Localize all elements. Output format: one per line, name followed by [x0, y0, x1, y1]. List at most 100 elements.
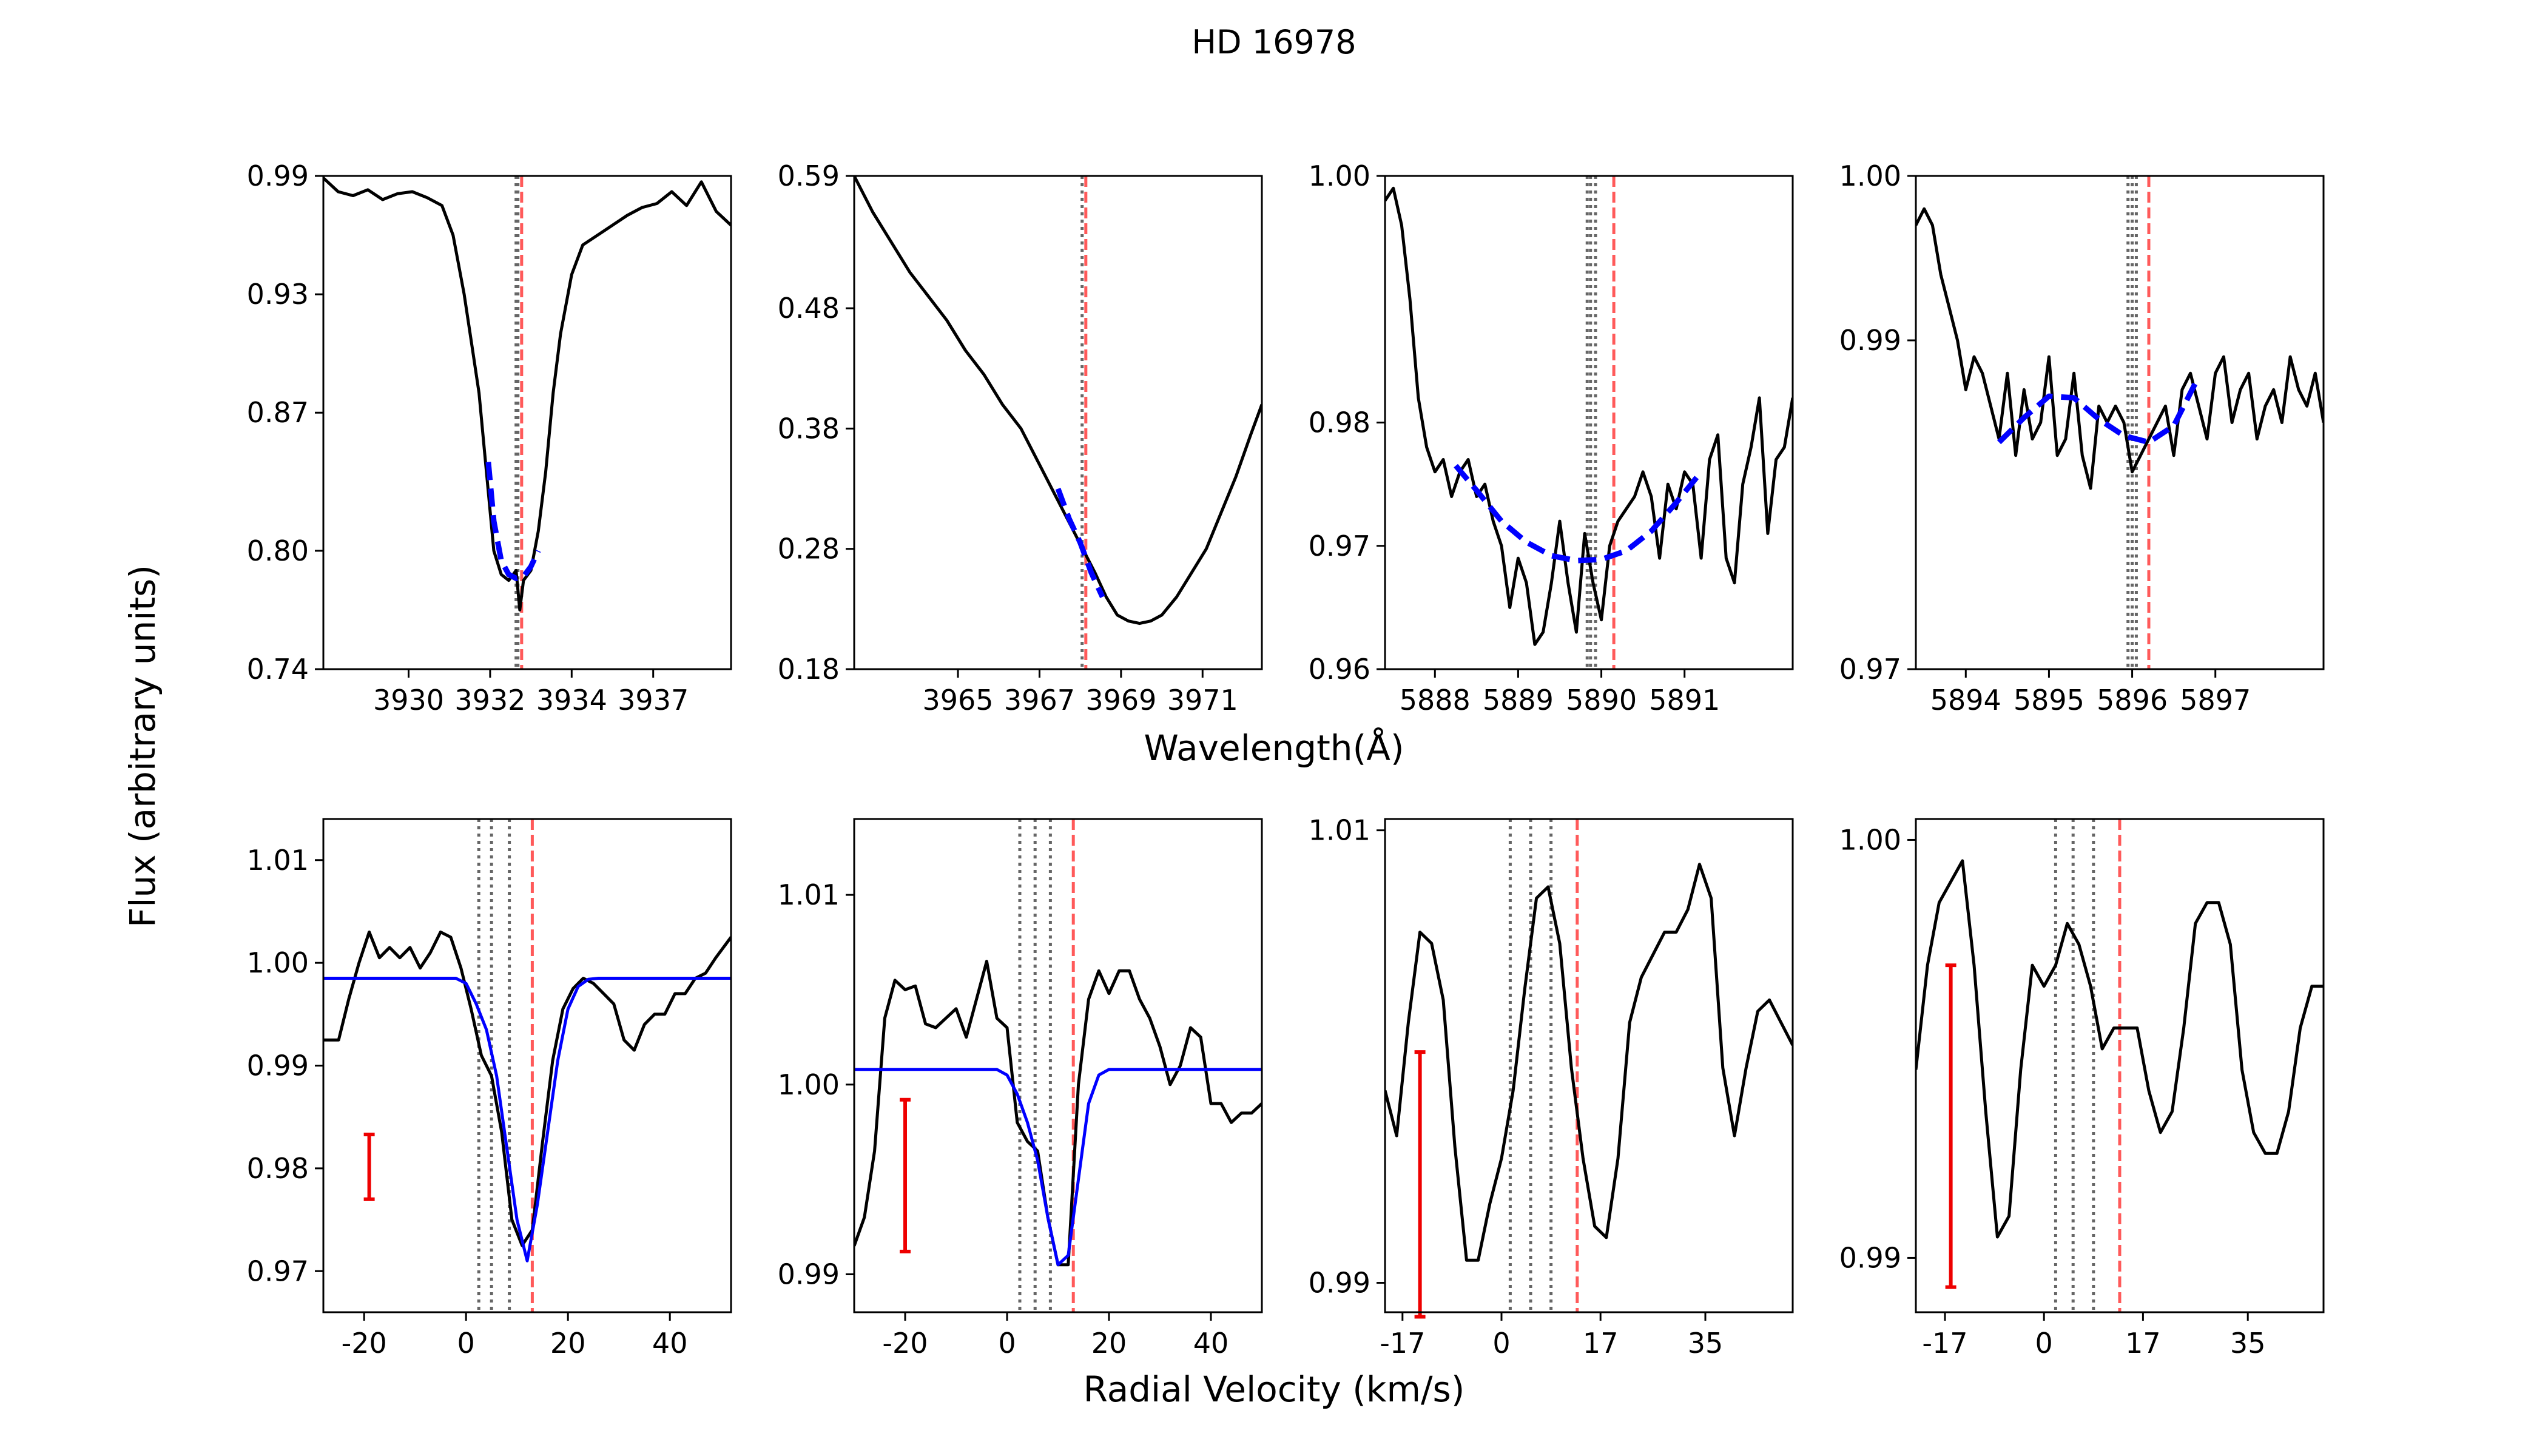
error-bar [1945, 963, 1956, 1289]
spectrum-line [1385, 863, 1793, 1262]
fit-line [854, 1068, 1262, 1267]
y-tick-label: 0.98 [247, 1152, 309, 1185]
y-tick-label: 0.97 [1839, 653, 1901, 686]
y-tick-label: 1.01 [247, 844, 309, 877]
axes-frame [1384, 818, 1794, 1313]
y-tick-label: 1.00 [1839, 160, 1901, 192]
error-bar [1414, 1050, 1426, 1319]
panel-3: 5888 5889 5890 5891 0.96 0.97 0.98 1.00 [1309, 160, 1794, 716]
x-tick-label: 5894 [1930, 684, 2001, 716]
spectrum-line [1916, 859, 2324, 1239]
y-tick-label: 1.00 [1839, 823, 1901, 856]
axes-frame [322, 175, 732, 670]
y-tick-label: 0.48 [778, 292, 840, 325]
axes-frame [853, 818, 1263, 1313]
y-tick-label: 0.99 [1309, 1267, 1370, 1299]
plot-area [1916, 819, 2324, 1312]
panel-7: -17 0 17 35 0.99 1.01 [1309, 814, 1794, 1360]
y-tick-label: 0.93 [247, 278, 309, 311]
plot-area [1385, 819, 1793, 1312]
x-tick-label: 35 [1688, 1327, 1724, 1360]
error-bar [900, 1097, 911, 1253]
y-tick-label: 0.98 [1309, 406, 1370, 439]
x-tick-label: 35 [2230, 1327, 2266, 1360]
plot-area [854, 819, 1262, 1312]
y-tick-label: 0.87 [247, 396, 309, 429]
y-tick-label: 0.99 [247, 1050, 309, 1082]
spectrum-line [323, 177, 731, 612]
error-bar [363, 1132, 375, 1201]
x-tick-label: 5896 [2097, 684, 2168, 716]
spectrum-line [854, 176, 1262, 625]
x-tick-label: 40 [652, 1327, 688, 1360]
x-tick-label: 3930 [373, 684, 444, 716]
y-tick-label: 0.80 [247, 534, 309, 567]
x-tick-label: 3965 [923, 684, 994, 716]
x-tick-label: 0 [2035, 1327, 2053, 1360]
x-tick-label: 3971 [1167, 684, 1238, 716]
y-axis-label: Flux (arbitrary units) [122, 565, 163, 928]
y-tick-label: 0.99 [778, 1258, 840, 1290]
panels: 3930 3932 3934 3937 0.74 0.80 0.87 0.93 0.99 3965… [247, 160, 2325, 1360]
y-tick-label: 0.97 [247, 1255, 309, 1287]
panel-6: -20 0 20 40 0.99 1.00 1.01 [778, 818, 1263, 1360]
x-tick-label: 20 [550, 1327, 586, 1360]
fit-line [1454, 463, 1704, 564]
y-tick-label: 1.00 [778, 1068, 840, 1101]
y-tick-label: 0.99 [1839, 324, 1901, 357]
y-tick-label: 1.00 [1309, 160, 1370, 192]
axes-frame [853, 175, 1263, 670]
top-x-axis-label: Wavelength(Å) [1144, 727, 1404, 769]
y-tick-label: 0.74 [247, 653, 309, 686]
fit-line [1997, 375, 2202, 445]
panel-4: 5894 5895 5896 5897 0.97 0.99 1.00 [1839, 160, 2325, 716]
x-tick-label: 3967 [1004, 684, 1075, 716]
panel-8: -17 0 17 35 0.99 1.00 [1839, 818, 2325, 1360]
plot-area [1916, 176, 2324, 669]
x-tick-label: 0 [1492, 1327, 1510, 1360]
y-tick-label: 1.00 [247, 946, 309, 979]
y-tick-label: 0.96 [1309, 653, 1370, 686]
x-tick-label: 17 [2125, 1327, 2161, 1360]
x-tick-label: 5891 [1649, 684, 1720, 716]
fit-line [485, 462, 541, 581]
fit-line [1055, 488, 1105, 598]
panel-5: -20 0 20 40 0.97 0.98 0.99 1.00 1.01 [247, 818, 732, 1360]
x-tick-label: 20 [1091, 1327, 1127, 1360]
axes-frame [1915, 818, 2325, 1313]
plot-area [323, 176, 731, 669]
x-tick-label: 5895 [2014, 684, 2085, 716]
spectrum-line [854, 960, 1262, 1267]
y-tick-label: 0.99 [247, 160, 309, 192]
x-tick-label: 5889 [1483, 684, 1554, 716]
x-tick-label: 3969 [1085, 684, 1156, 716]
x-tick-label: -17 [1922, 1327, 1967, 1360]
panel-2: 3965 3967 3969 3971 0.18 0.28 0.38 0.48 0.59 [778, 160, 1263, 716]
y-tick-label: 0.38 [778, 412, 840, 445]
x-tick-label: 5888 [1400, 684, 1471, 716]
plot-area [854, 176, 1262, 669]
x-tick-label: 5897 [2180, 684, 2251, 716]
spectrum-line [323, 930, 731, 1247]
y-tick-label: 0.28 [778, 533, 840, 565]
x-tick-label: 0 [457, 1327, 475, 1360]
y-tick-label: 0.18 [778, 653, 840, 686]
axes-frame [1384, 175, 1794, 670]
plot-area [323, 819, 731, 1312]
x-tick-label: -20 [342, 1327, 387, 1360]
x-tick-label: 40 [1193, 1327, 1229, 1360]
x-tick-label: 0 [998, 1327, 1016, 1360]
panel-1: 3930 3932 3934 3937 0.74 0.80 0.87 0.93 0.99 [247, 160, 732, 716]
x-tick-label: 3932 [454, 684, 525, 716]
y-tick-label: 0.59 [778, 160, 840, 192]
plot-area [1385, 176, 1793, 669]
fit-line [323, 977, 731, 1262]
x-tick-label: 3934 [536, 684, 607, 716]
y-tick-label: 1.01 [1309, 814, 1370, 847]
figure-title: HD 16978 [1191, 23, 1356, 61]
y-tick-label: 0.99 [1839, 1241, 1901, 1274]
x-tick-label: 5890 [1566, 684, 1637, 716]
y-tick-label: 1.01 [778, 878, 840, 911]
x-tick-label: -20 [882, 1327, 928, 1360]
